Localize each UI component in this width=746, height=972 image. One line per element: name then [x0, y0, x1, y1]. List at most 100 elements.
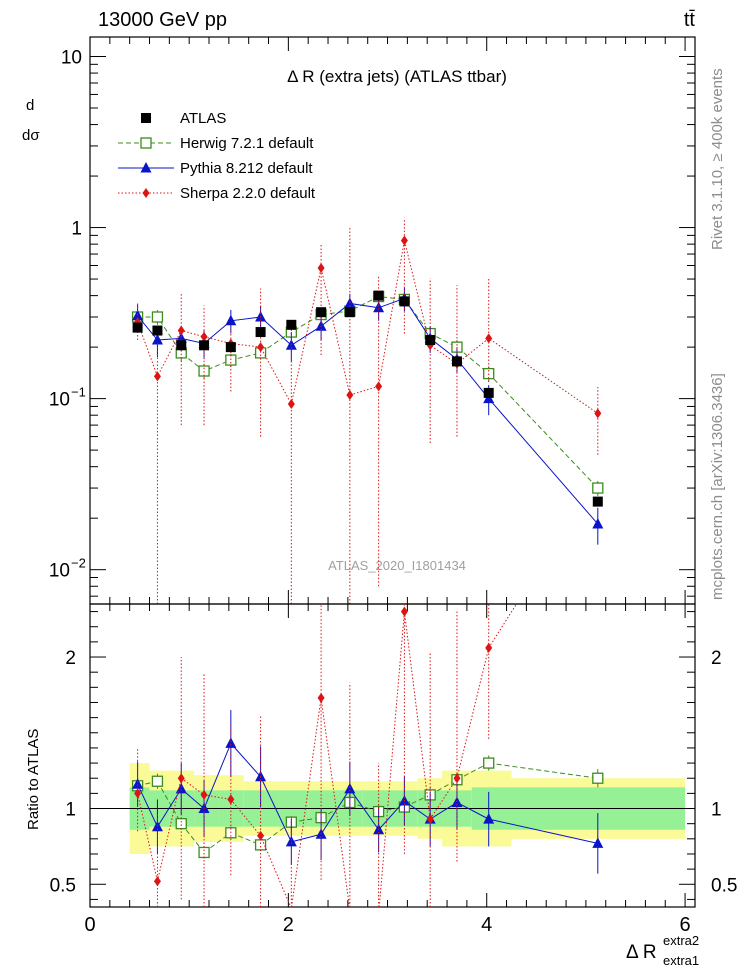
- series-line: [137, 240, 599, 414]
- ratio-line-segment: [157, 781, 182, 824]
- series-line: [137, 296, 599, 489]
- ratio-point: [200, 789, 208, 800]
- legend-label: Herwig 7.2.1 default: [180, 135, 314, 152]
- ratio-point: [134, 788, 142, 799]
- ratio-point: [592, 837, 604, 848]
- series-atlas: [132, 290, 603, 507]
- data-point: [451, 356, 462, 367]
- data-point: [177, 325, 185, 336]
- series-line: [137, 297, 599, 525]
- ratio-line-segment: [137, 793, 158, 882]
- legend-item-herwig: Herwig 7.2.1 default: [118, 135, 314, 152]
- ratio-line-segment: [488, 818, 598, 844]
- ratio-line-segment: [456, 762, 489, 781]
- ratio-series-sherpa: [134, 603, 517, 908]
- ratio-point: [132, 778, 144, 789]
- ratio-line-segment: [320, 788, 351, 835]
- legend-item-sherpa: Sherpa 2.2.0 default: [118, 185, 316, 202]
- y-tick-exp: −2: [71, 556, 86, 571]
- ratio-point: [225, 737, 237, 748]
- x-tick-label: 4: [481, 914, 492, 936]
- data-point: [176, 340, 187, 351]
- data-point: [399, 296, 410, 307]
- ratio-line-segment: [203, 794, 231, 800]
- ratio-tick-label-right: 1: [711, 800, 722, 821]
- ratio-point: [257, 830, 265, 841]
- legend-label: ATLAS: [180, 110, 226, 127]
- ratio-tick-label-left: 2: [65, 648, 76, 669]
- data-point: [373, 301, 385, 313]
- ratio-line-segment: [180, 777, 205, 796]
- header-left: 13000 GeV pp: [98, 9, 227, 31]
- ratio-point: [485, 642, 493, 653]
- data-point: [373, 290, 384, 301]
- ratio-tick-label-right: 0.5: [711, 875, 737, 896]
- data-point: [286, 319, 297, 330]
- ratio-point: [177, 773, 185, 784]
- y-tick-exp: −1: [71, 385, 86, 400]
- ratio-line-segment: [349, 788, 380, 831]
- legend-marker: [142, 188, 150, 198]
- ratio-frame: [89, 603, 696, 908]
- y-tick-label: 1: [71, 219, 82, 240]
- y-tick-label: 10 −2: [49, 556, 86, 582]
- ratio-line-segment: [456, 647, 490, 779]
- ratio-line-segment: [378, 611, 405, 908]
- data-point: [592, 517, 604, 529]
- data-point: [225, 314, 237, 326]
- legend-marker: [140, 137, 152, 149]
- y-tick-base: 10: [61, 47, 82, 68]
- ratio-point: [175, 818, 187, 830]
- y-tick-base: 1: [71, 219, 82, 240]
- data-point: [592, 482, 604, 494]
- data-point: [175, 332, 187, 343]
- ratio-point: [227, 794, 235, 805]
- x-tick-label: 6: [680, 914, 691, 936]
- legend-marker: [141, 113, 151, 123]
- ratio-line-segment: [429, 777, 458, 820]
- ratio-point: [400, 606, 408, 617]
- data-point: [317, 263, 325, 274]
- y-tick-label: 10: [61, 47, 82, 68]
- data-point: [594, 408, 602, 419]
- data-point: [257, 342, 265, 353]
- ratio-line-segment: [203, 743, 232, 809]
- ratio-point: [317, 692, 325, 703]
- ratio-point: [592, 772, 604, 784]
- data-point: [199, 340, 210, 351]
- ratio-point: [453, 773, 461, 784]
- legend-label: Sherpa 2.2.0 default: [180, 185, 316, 202]
- data-point: [151, 311, 164, 323]
- y-tick-base: 10: [49, 561, 70, 582]
- ratio-line-segment: [488, 603, 517, 649]
- ratio-tick-label-left: 0.5: [50, 875, 76, 896]
- ratio-tick-label-left: 1: [65, 800, 76, 821]
- ratio-point: [483, 813, 495, 824]
- data-point: [225, 354, 237, 366]
- series-pythia: [132, 287, 604, 545]
- side-label-top: Rivet 3.1.10, ≥ 400k events: [709, 68, 726, 250]
- y-tick-base: 10: [49, 390, 70, 411]
- x-tick-label: 0: [84, 914, 95, 936]
- data-point: [152, 325, 163, 336]
- ratio-line-segment: [137, 784, 158, 827]
- data-point: [485, 333, 493, 344]
- ratio-line-segment: [378, 800, 405, 831]
- ratio-line-segment: [320, 697, 350, 908]
- x-axis-ticks: 0 2 4 6: [84, 37, 691, 936]
- data-point: [346, 389, 354, 400]
- xlabel-main: Δ R: [626, 942, 657, 963]
- ratio-line-segment: [260, 835, 292, 908]
- ratio-point: [344, 782, 356, 794]
- data-point: [316, 307, 327, 318]
- header-right: tt̄: [684, 9, 696, 31]
- ratio-point: [175, 782, 187, 794]
- ratio-line-segment: [260, 776, 292, 843]
- ratio-panel: 0 2 4 6 0.5 0.5 1 1 2 2: [50, 37, 737, 936]
- ratio-line-segment: [156, 778, 182, 882]
- ratio-line-segment: [180, 823, 205, 853]
- legend-label: Pythia 8.212 default: [180, 160, 313, 177]
